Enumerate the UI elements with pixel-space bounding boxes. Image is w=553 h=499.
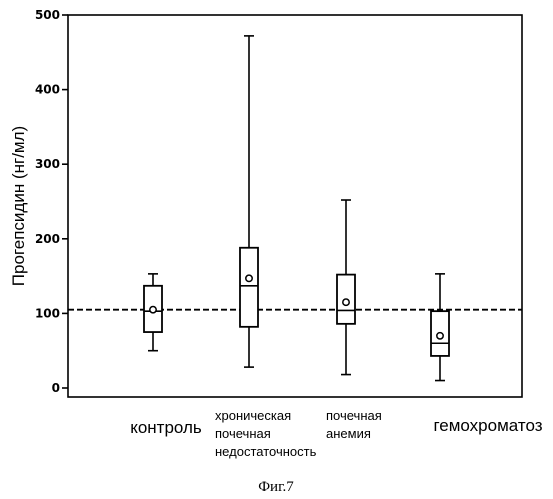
- mean-marker: [343, 299, 349, 305]
- x-category-label: контроль: [130, 418, 202, 437]
- x-category-label: почечная: [326, 408, 382, 423]
- y-tick-label: 100: [35, 306, 60, 320]
- iqr-box: [240, 248, 258, 327]
- box-plot-1: [144, 274, 162, 351]
- box-series: [144, 36, 449, 381]
- mean-marker: [150, 306, 156, 312]
- y-axis-label: Прогепсидин (нг/мл): [9, 126, 28, 286]
- mean-marker: [246, 275, 252, 281]
- box-plot-2: [240, 36, 258, 367]
- y-tick-label: 0: [52, 381, 60, 395]
- plot-border: [68, 15, 522, 397]
- y-tick-label: 300: [35, 157, 60, 171]
- x-category-label: почечная: [215, 426, 271, 441]
- box-plot-4: [431, 274, 449, 381]
- x-category-label: гемохроматоз: [433, 416, 542, 435]
- y-tick-label: 500: [35, 8, 60, 22]
- mean-marker: [437, 333, 443, 339]
- y-tick-label: 400: [35, 83, 60, 97]
- figure-caption: Фиг.7: [258, 479, 294, 495]
- x-category-label: анемия: [326, 426, 371, 441]
- y-axis-ticks: 0 100 200 300 400 500: [35, 8, 68, 395]
- x-axis-labels: контроль хроническая почечная недостаточнос…: [130, 408, 543, 459]
- x-category-label: недостаточность: [215, 444, 317, 459]
- x-category-label: хроническая: [215, 408, 291, 423]
- box-plot-3: [337, 200, 355, 375]
- y-tick-label: 200: [35, 232, 60, 246]
- plot-frame: [68, 15, 522, 397]
